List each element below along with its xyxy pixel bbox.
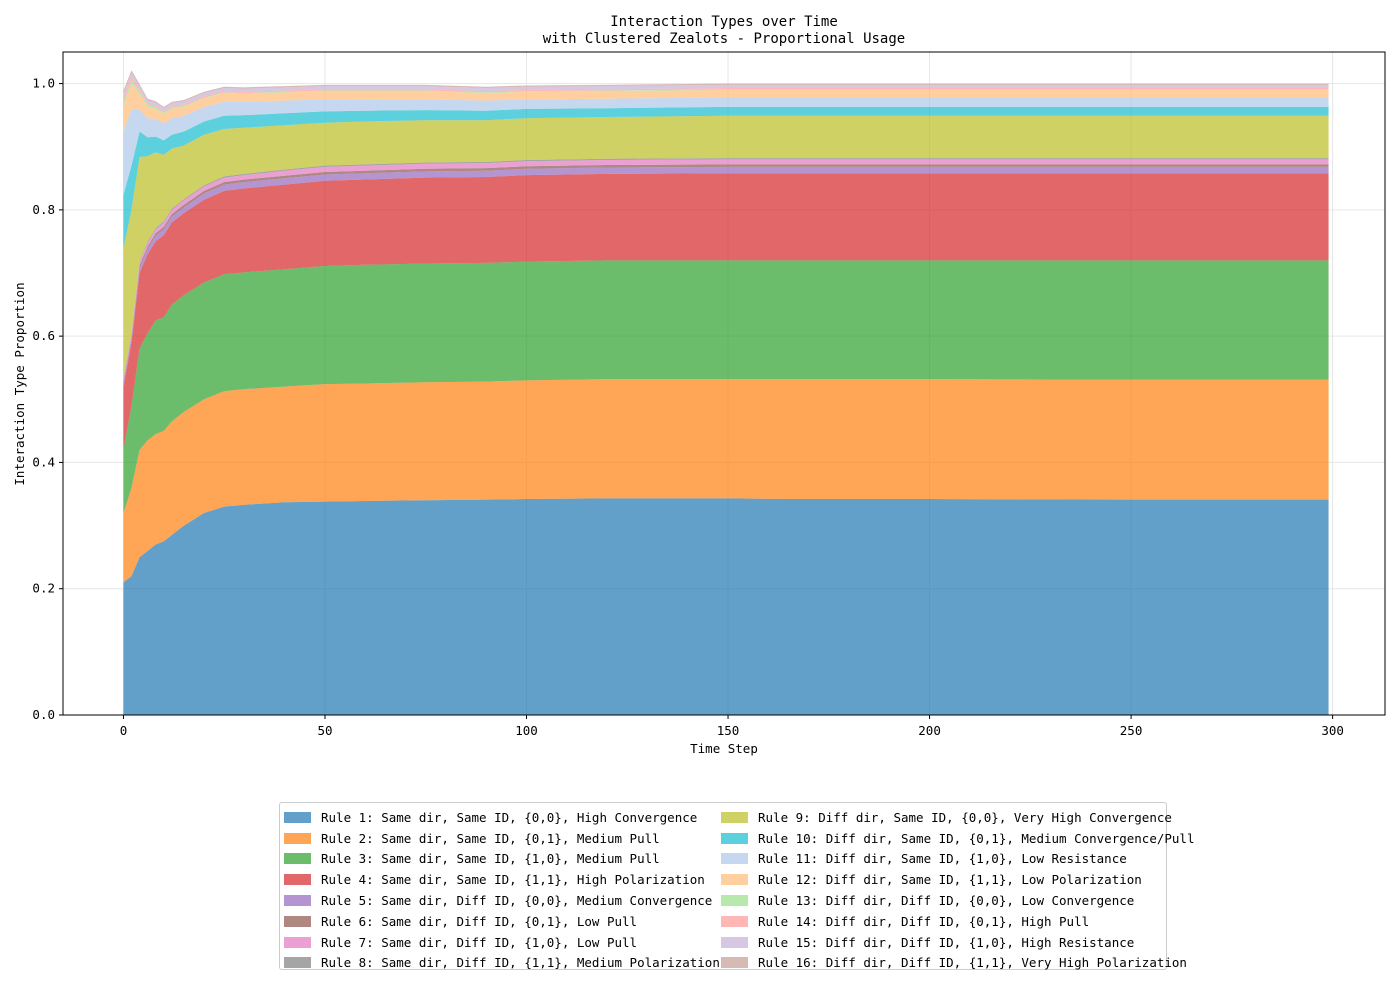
legend-swatch [721, 811, 748, 823]
legend-swatch [284, 832, 311, 844]
legend-swatch [284, 874, 311, 886]
legend-item: Rule 11: Diff dir, Same ID, {1,0}, Low R… [721, 849, 1195, 870]
x-tick-label: 100 [515, 723, 538, 738]
legend-item: Rule 14: Diff dir, Diff ID, {0,1}, High … [721, 911, 1195, 932]
legend-label: Rule 7: Same dir, Diff ID, {1,0}, Low Pu… [321, 934, 638, 950]
legend-label: Rule 4: Same dir, Same ID, {1,1}, High P… [321, 872, 705, 888]
legend-label: Rule 6: Same dir, Diff ID, {0,1}, Low Pu… [321, 913, 638, 929]
legend-item: Rule 5: Same dir, Diff ID, {0,0}, Medium… [284, 890, 720, 911]
legend-swatch [284, 811, 311, 823]
legend-item: Rule 9: Diff dir, Same ID, {0,0}, Very H… [721, 807, 1195, 828]
legend-item: Rule 1: Same dir, Same ID, {0,0}, High C… [284, 807, 720, 828]
area-series-rule-4 [123, 173, 1329, 450]
y-tick-label: 0.8 [32, 202, 55, 217]
legend-label: Rule 2: Same dir, Same ID, {0,1}, Medium… [321, 830, 660, 846]
legend-item: Rule 13: Diff dir, Diff ID, {0,0}, Low C… [721, 890, 1195, 911]
legend-item: Rule 16: Diff dir, Diff ID, {1,1}, Very … [721, 953, 1195, 974]
x-tick-label: 250 [1120, 723, 1143, 738]
y-tick-label: 0.6 [32, 328, 55, 343]
legend-item: Rule 12: Diff dir, Same ID, {1,1}, Low P… [721, 869, 1195, 890]
legend-swatch [284, 936, 311, 948]
legend-item: Rule 4: Same dir, Same ID, {1,1}, High P… [284, 869, 720, 890]
x-tick-label: 50 [317, 723, 332, 738]
legend-swatch [284, 957, 311, 969]
chart-title: Interaction Types over Time [610, 14, 838, 30]
legend-label: Rule 11: Diff dir, Same ID, {1,0}, Low R… [758, 851, 1127, 867]
x-tick-label: 200 [918, 723, 941, 738]
legend-label: Rule 16: Diff dir, Diff ID, {1,1}, Very … [758, 955, 1187, 971]
area-series-rule-2 [123, 379, 1329, 583]
legend-swatch [721, 936, 748, 948]
legend-swatch [721, 915, 748, 927]
area-series-rule-12 [123, 83, 1329, 132]
plot-frame [62, 51, 1386, 716]
legend-swatch [721, 874, 748, 886]
area-series-rule-9 [123, 115, 1329, 379]
legend-label: Rule 3: Same dir, Same ID, {1,0}, Medium… [321, 851, 660, 867]
legend-swatch [284, 915, 311, 927]
legend-column-right: Rule 9: Diff dir, Same ID, {0,0}, Very H… [721, 807, 1195, 973]
x-axis-ticks: 0 50 100 150 200 250 300 [120, 715, 1344, 738]
legend-label: Rule 13: Diff dir, Diff ID, {0,0}, Low C… [758, 893, 1135, 909]
y-tick-label: 0.4 [32, 454, 55, 469]
area-series-rule-1 [123, 498, 1329, 715]
legend-label: Rule 5: Same dir, Diff ID, {0,0}, Medium… [321, 893, 713, 909]
x-tick-label: 300 [1321, 723, 1344, 738]
legend-item: Rule 10: Diff dir, Same ID, {0,1}, Mediu… [721, 828, 1195, 849]
chart-subtitle: with Clustered Zealots - Proportional Us… [543, 31, 905, 47]
legend-label: Rule 10: Diff dir, Same ID, {0,1}, Mediu… [758, 830, 1195, 846]
area-series-rule-3 [123, 260, 1329, 513]
y-tick-label: 0.2 [32, 581, 55, 596]
legend-item: Rule 2: Same dir, Same ID, {0,1}, Medium… [284, 828, 720, 849]
area-series [123, 70, 1329, 715]
legend-item: Rule 7: Same dir, Diff ID, {1,0}, Low Pu… [284, 932, 720, 953]
y-axis-label: Interaction Type Proportion [12, 282, 27, 485]
legend-column-left: Rule 1: Same dir, Same ID, {0,0}, High C… [284, 807, 720, 973]
legend-swatch [721, 895, 748, 907]
area-series-rule-10 [123, 106, 1329, 249]
y-axis-ticks: 0.0 0.2 0.4 0.6 0.8 1.0 [32, 76, 63, 722]
area-series-rule-11 [123, 97, 1329, 195]
x-axis-label: Time Step [690, 741, 758, 756]
legend-item: Rule 3: Same dir, Same ID, {1,0}, Medium… [284, 849, 720, 870]
legend-label: Rule 1: Same dir, Same ID, {0,0}, High C… [321, 809, 698, 825]
legend-item: Rule 6: Same dir, Diff ID, {0,1}, Low Pu… [284, 911, 720, 932]
y-tick-label: 0.0 [32, 707, 55, 722]
legend-label: Rule 14: Diff dir, Diff ID, {0,1}, High … [758, 913, 1090, 929]
legend-item: Rule 8: Same dir, Diff ID, {1,1}, Medium… [284, 953, 720, 974]
legend-swatch [284, 853, 311, 865]
legend-swatch [721, 957, 748, 969]
legend-label: Rule 15: Diff dir, Diff ID, {1,0}, High … [758, 934, 1135, 950]
x-tick-label: 150 [717, 723, 740, 738]
x-tick-label: 0 [120, 723, 128, 738]
legend-swatch [721, 832, 748, 844]
legend-swatch [721, 853, 748, 865]
legend: Rule 1: Same dir, Same ID, {0,0}, High C… [279, 802, 1195, 973]
legend-swatch [284, 895, 311, 907]
legend-label: Rule 12: Diff dir, Same ID, {1,1}, Low P… [758, 872, 1142, 888]
legend-label: Rule 8: Same dir, Diff ID, {1,1}, Medium… [321, 955, 720, 971]
legend-label: Rule 9: Diff dir, Same ID, {0,0}, Very H… [758, 809, 1172, 825]
legend-item: Rule 15: Diff dir, Diff ID, {1,0}, High … [721, 932, 1195, 953]
y-tick-label: 1.0 [32, 76, 55, 91]
